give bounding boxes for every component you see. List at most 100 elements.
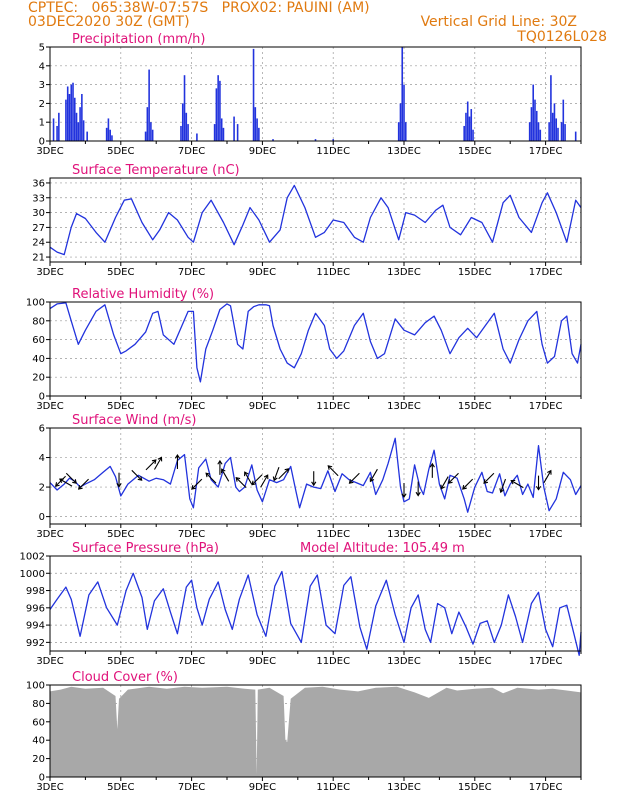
precipitation-bar [187,124,189,141]
wind-arrow [510,480,524,489]
precipitation-bar [213,124,216,141]
x-tick-label: 15DEC [458,656,492,667]
wind-arrowhead [116,483,122,488]
precipitation-bar [403,84,405,141]
wind-arrowhead [483,479,489,484]
x-tick-label: 11DEC [316,401,350,412]
precipitation-bar [463,125,465,141]
wind-arrowhead [217,459,223,465]
precipitation-bar [58,112,60,141]
x-tick-label: 5DEC [107,401,134,412]
x-tick-label: 15DEC [458,267,492,278]
y-tick-label: 998 [26,586,45,597]
x-tick-label: 9DEC [249,529,276,540]
x-tick-label: 5DEC [107,656,134,667]
wind-arrowhead [72,479,77,484]
y-tick-label: 0 [39,512,45,523]
wind-arrowhead [77,485,83,490]
precipitation-bar [314,139,317,141]
x-tick-label: 7DEC [178,401,205,412]
precipitation-bar [151,129,154,141]
y-tick-label: 80 [32,699,45,710]
x-tick-label: 3DEC [36,401,63,412]
wind-arrow [59,478,73,487]
x-tick-label: 11DEC [316,146,350,157]
x-tick-label: 17DEC [529,267,563,278]
x-tick-label: 3DEC [36,267,63,278]
y-tick-label: 27 [32,223,45,234]
panel-4: 992 994 996 998 1000 1002 3DEC 5DEC 7DEC 9DEC 11DE… [20,541,582,667]
wind-arrowhead [244,471,249,477]
x-tick-label: 9DEC [249,656,276,667]
wind-arrow [349,472,360,484]
y-tick-label: 0 [39,392,45,403]
precipitation-bar [539,129,542,141]
wind-arrow [500,478,507,493]
wind-arrowhead [327,465,333,470]
precipitation-bar [532,84,535,141]
precipitation-bar [252,48,255,141]
panel-frame [49,301,582,397]
x-tick-label: 5DEC [107,529,134,540]
wind-arrow [462,478,474,490]
precipitation-bar [222,127,225,141]
x-tick-label: 5DEC [107,782,134,793]
precipitation-bar [196,133,198,141]
x-tick-label: 13DEC [387,401,421,412]
panel-1: 21 24 27 30 33 36 3DEC 5DEC 7DEC 9DEC 11DEC 13DEC 15… [32,163,582,278]
wind-arrow [131,469,143,481]
x-tick-label: 17DEC [529,656,563,667]
precipitation-bar [553,103,556,141]
precipitation-bar [185,112,188,141]
precipitation-bar [332,139,334,141]
x-tick-label: 11DEC [316,267,350,278]
y-tick-label: 5 [39,43,45,54]
x-tick-label: 17DEC [529,146,563,157]
precipitation-bar [144,131,147,141]
wind-arrowhead [401,493,407,499]
wind-arrowhead [415,491,421,497]
x-tick-label: 17DEC [529,782,563,793]
wind-arrowhead [191,485,196,490]
y-tick-label: 4 [39,61,45,72]
precipitation-bar [233,116,235,141]
panel-3: 0 2 4 6 3DEC 5DEC 7DEC 9DEC 11DEC 13DEC 15DEC 17DEC… [36,413,582,540]
wind-arrowhead [251,480,257,486]
precipitation-bar [183,75,186,141]
panel-title: Precipitation (mm/h) [72,32,205,47]
wind-arrowhead [58,478,64,483]
precipitation-bar [465,112,467,141]
wind-arrowhead [348,479,354,484]
precipitation-bar [256,118,258,141]
x-tick-label: 3DEC [36,529,63,540]
y-tick-label: 2 [39,483,45,494]
panel-2: 0 20 40 60 80 100 3DEC 5DEC 7DEC 9DEC 11DEC 13DEC 15… [26,287,582,412]
precipitation-bar [528,122,531,141]
wind-arrowhead [311,481,317,487]
y-tick-label: 33 [32,193,45,204]
y-tick-label: 20 [32,754,45,765]
x-tick-label: 7DEC [178,529,205,540]
wind-arrowhead [284,468,290,473]
precipitation-bar [111,135,113,141]
wind-arrow [78,478,89,490]
x-tick-label: 15DEC [458,146,492,157]
x-tick-label: 11DEC [316,782,350,793]
x-tick-label: 9DEC [249,401,276,412]
precipitation-bar [397,122,400,141]
wind-arrow [191,478,203,490]
precipitation-bar [550,75,552,141]
wind-arrowhead [499,488,505,494]
x-tick-label: 5DEC [107,267,134,278]
y-tick-label: 4 [39,453,45,464]
precipitation-bar [220,118,223,141]
wind-arrowhead [440,484,446,490]
series-line [49,184,582,256]
x-tick-label: 15DEC [458,401,492,412]
wind-arrowhead [157,456,163,462]
precipitation-bar [560,122,563,141]
wind-arrowhead [447,479,453,484]
precipitation-bar [574,131,577,141]
x-tick-label: 13DEC [387,656,421,667]
x-tick-label: 5DEC [107,146,134,157]
